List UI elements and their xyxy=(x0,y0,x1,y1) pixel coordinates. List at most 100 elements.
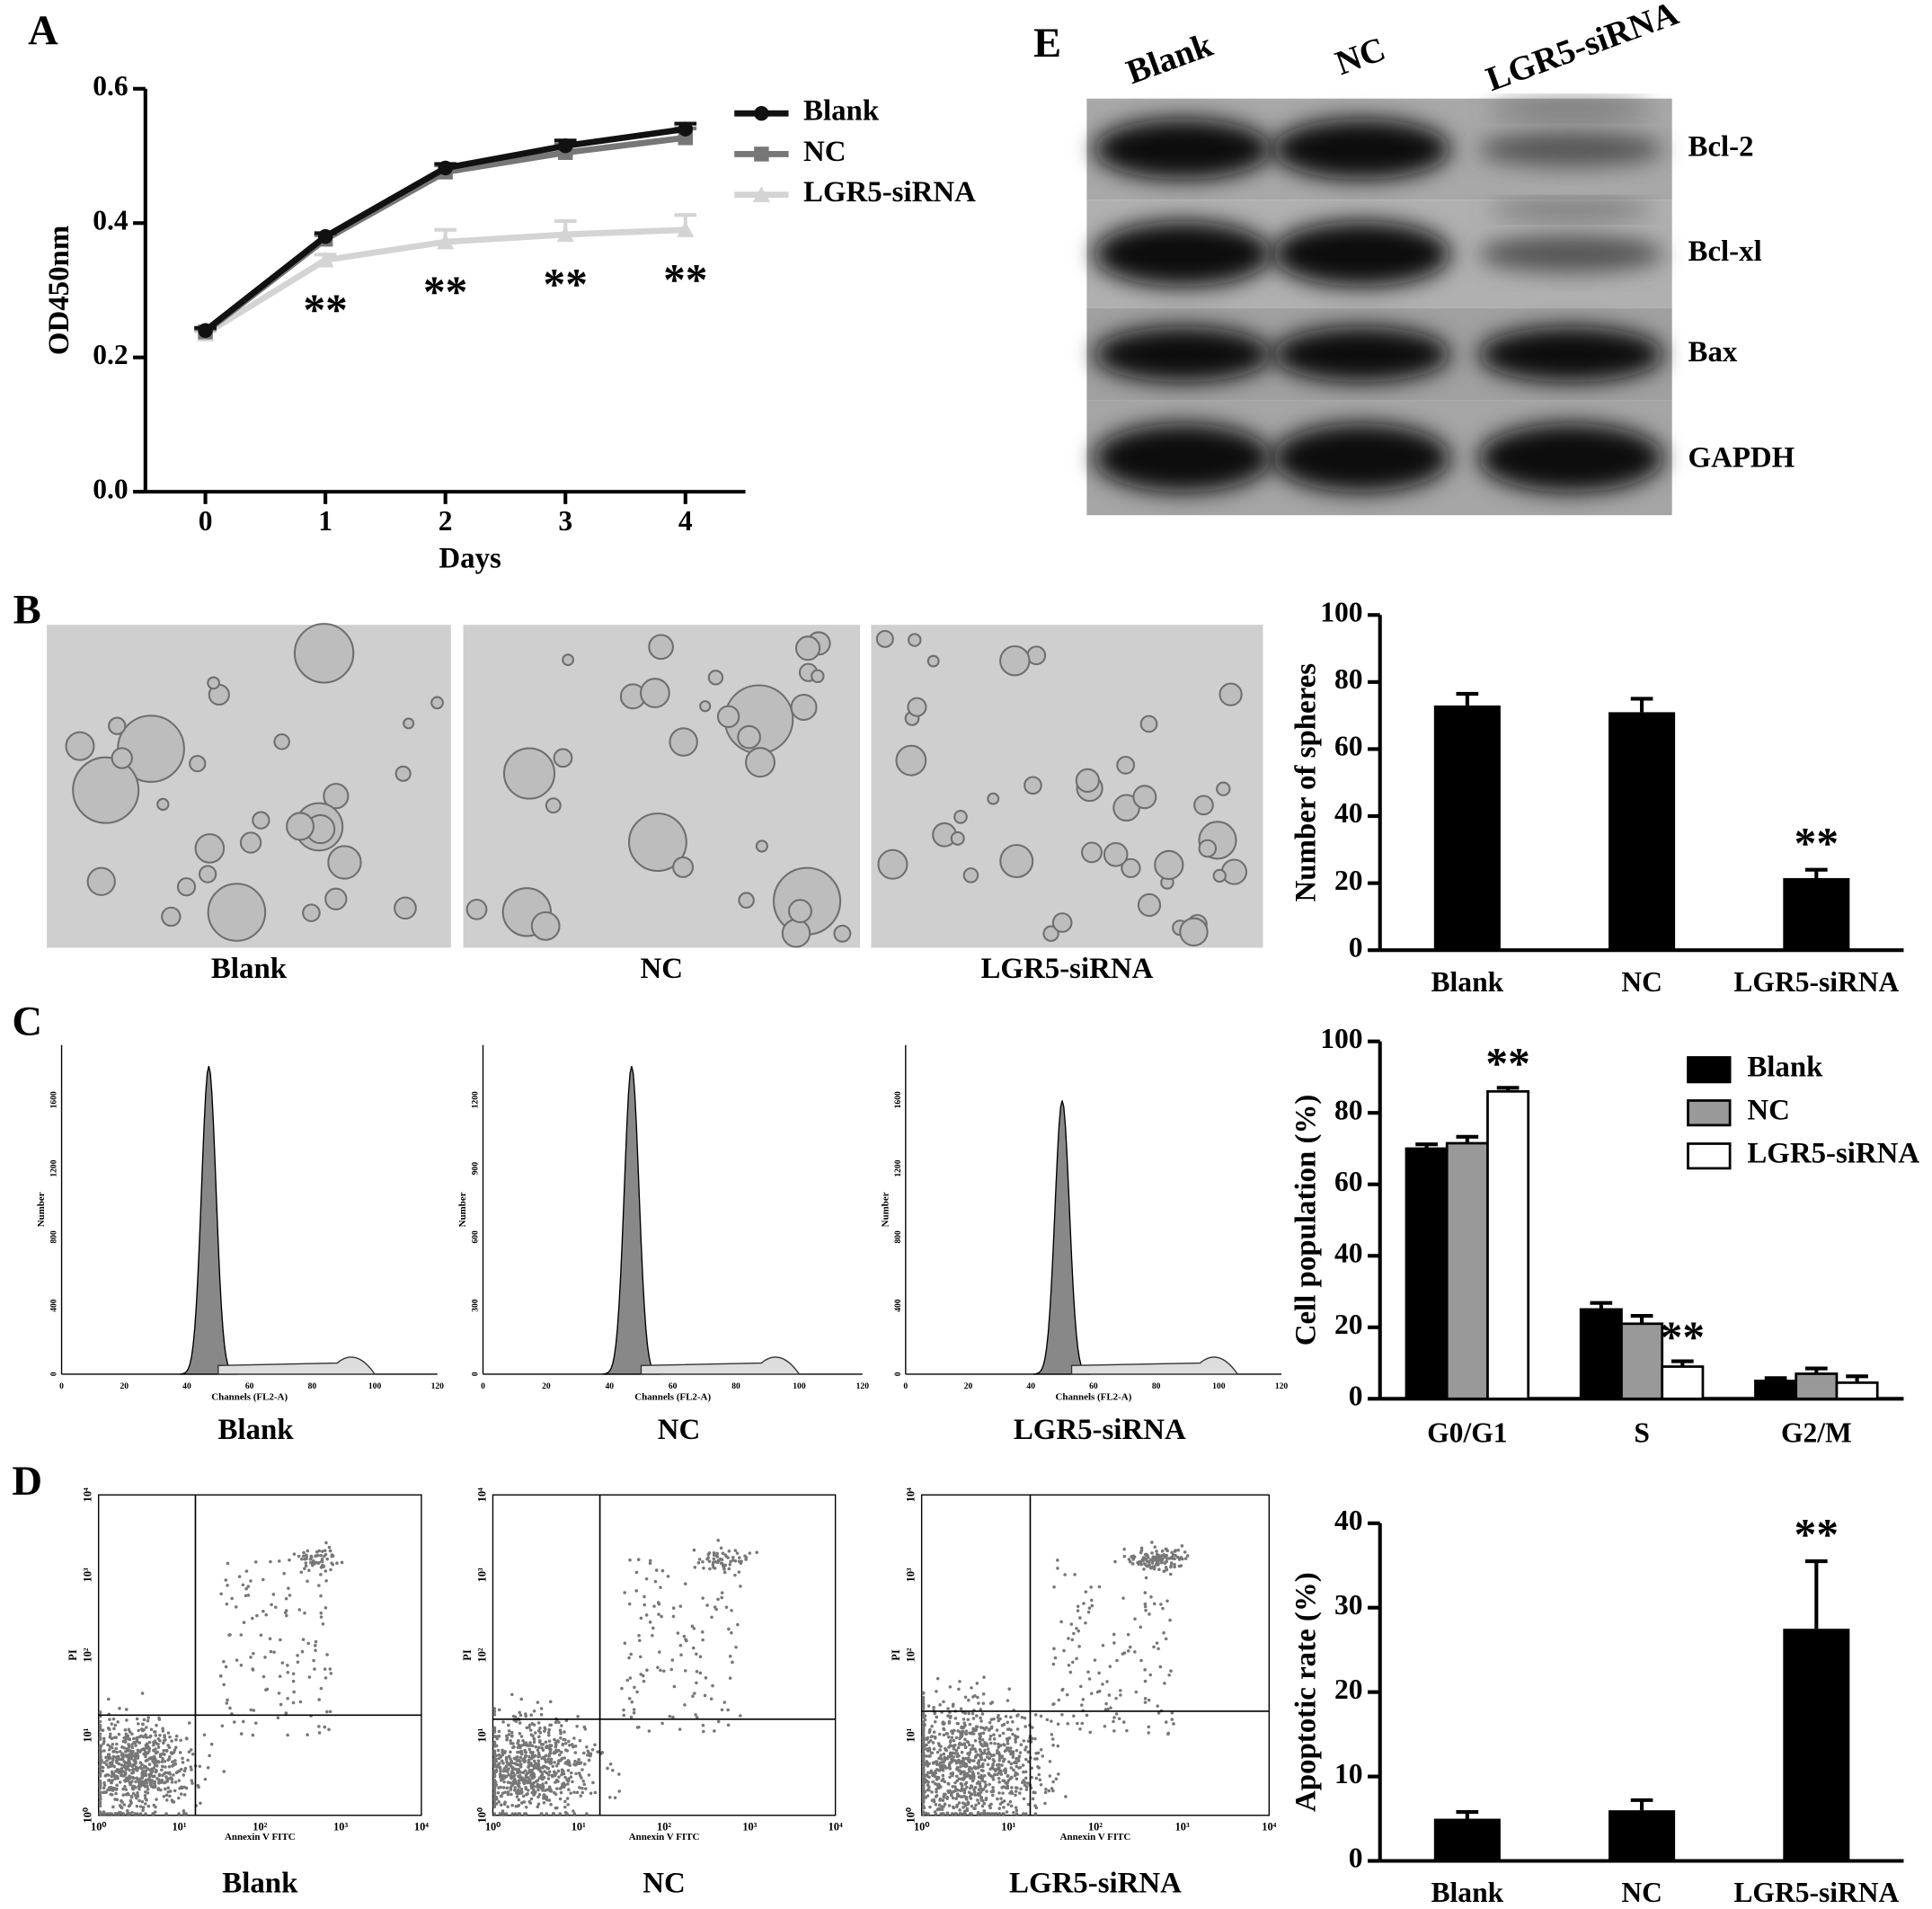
event-dot xyxy=(509,1738,512,1743)
event-dot xyxy=(554,1720,558,1725)
hist-tick: 300 xyxy=(470,1299,480,1312)
event-dot xyxy=(1026,1739,1031,1743)
event-dot xyxy=(629,1652,634,1656)
event-dot xyxy=(497,1729,501,1734)
event-dot xyxy=(963,1782,968,1786)
event-dot xyxy=(683,1703,687,1707)
event-dot xyxy=(162,1794,166,1798)
event-dot xyxy=(1053,1656,1058,1660)
event-dot xyxy=(580,1790,585,1795)
event-dot xyxy=(328,1549,332,1553)
event-dot xyxy=(997,1758,1002,1762)
event-dot xyxy=(921,1738,926,1742)
event-dot xyxy=(578,1786,581,1789)
event-dot xyxy=(980,1752,985,1755)
event-dot xyxy=(948,1775,952,1780)
event-dot xyxy=(284,1609,288,1612)
event-dot xyxy=(169,1776,173,1780)
event-dot xyxy=(1006,1779,1011,1782)
event-dot xyxy=(558,1797,563,1801)
event-dot xyxy=(975,1682,979,1685)
event-dot xyxy=(516,1741,519,1745)
event-dot xyxy=(638,1655,643,1659)
event-dot xyxy=(99,1754,102,1759)
event-dot xyxy=(921,1769,926,1773)
event-dot xyxy=(114,1776,119,1780)
event-dot xyxy=(715,1554,719,1558)
event-dot xyxy=(971,1727,975,1731)
event-dot xyxy=(505,1760,509,1764)
event-dot xyxy=(279,1638,282,1642)
event-dot xyxy=(510,1803,514,1807)
event-dot xyxy=(551,1774,554,1779)
event-dot xyxy=(492,1709,497,1714)
event-dot xyxy=(941,1798,945,1802)
blot-band xyxy=(1478,326,1664,383)
event-dot xyxy=(996,1716,1000,1719)
event-dot xyxy=(1019,1743,1024,1746)
event-dot xyxy=(941,1768,945,1772)
y-axis-title: Apoptotic rate (%) xyxy=(1290,1572,1323,1812)
event-dot xyxy=(1165,1599,1169,1603)
x-tick-label: LGR5-siRNA xyxy=(1733,1877,1899,1908)
event-dot xyxy=(518,1765,523,1769)
event-dot xyxy=(276,1716,280,1720)
event-dot xyxy=(509,1761,513,1765)
legend-label: Blank xyxy=(803,95,880,128)
event-dot xyxy=(653,1579,658,1584)
event-dot xyxy=(520,1744,524,1747)
event-dot xyxy=(166,1758,170,1762)
event-dot xyxy=(112,1764,117,1769)
event-dot xyxy=(936,1786,940,1789)
event-dot xyxy=(1052,1585,1056,1589)
event-dot xyxy=(952,1806,956,1810)
event-dot xyxy=(652,1604,656,1608)
event-dot xyxy=(981,1701,986,1706)
event-dot xyxy=(234,1605,238,1609)
event-dot xyxy=(306,1579,309,1584)
x-tick-label: NC xyxy=(1621,1877,1662,1908)
event-dot xyxy=(123,1784,127,1789)
event-dot xyxy=(226,1561,230,1566)
event-dot xyxy=(1156,1704,1160,1708)
sphere xyxy=(1216,781,1231,796)
event-dot xyxy=(1159,1559,1164,1564)
event-dot xyxy=(153,1785,157,1789)
event-dot xyxy=(499,1803,503,1807)
event-dot xyxy=(973,1786,978,1789)
event-dot xyxy=(156,1787,161,1790)
event-dot xyxy=(727,1567,731,1571)
event-dot xyxy=(511,1774,516,1779)
event-dot xyxy=(1006,1760,1011,1764)
sphere xyxy=(207,883,267,942)
event-dot xyxy=(501,1720,505,1724)
event-dot xyxy=(1073,1573,1077,1576)
event-dot xyxy=(176,1796,181,1800)
event-dot xyxy=(147,1749,151,1754)
event-dot xyxy=(319,1573,323,1576)
annotation: ** xyxy=(1795,818,1839,867)
legend-label: NC xyxy=(1747,1095,1790,1127)
event-dot xyxy=(546,1773,551,1777)
hist-tick: 60 xyxy=(1089,1381,1098,1391)
event-dot xyxy=(1001,1791,1005,1795)
event-dot xyxy=(1077,1645,1081,1648)
event-dot xyxy=(497,1753,501,1757)
event-dot xyxy=(969,1797,973,1800)
event-dot xyxy=(151,1812,155,1816)
event-dot xyxy=(137,1798,141,1803)
event-dot xyxy=(184,1812,188,1816)
event-dot xyxy=(492,1756,497,1760)
event-dot xyxy=(140,1771,145,1774)
event-dot xyxy=(492,1754,497,1758)
event-dot xyxy=(560,1772,563,1777)
event-dot xyxy=(691,1694,695,1699)
event-dot xyxy=(102,1761,106,1764)
event-dot xyxy=(1080,1721,1085,1726)
event-dot xyxy=(622,1708,625,1712)
event-dot xyxy=(554,1773,557,1778)
event-dot xyxy=(1153,1545,1157,1549)
event-dot xyxy=(733,1573,737,1577)
event-dot xyxy=(137,1741,142,1745)
event-dot xyxy=(172,1800,176,1804)
